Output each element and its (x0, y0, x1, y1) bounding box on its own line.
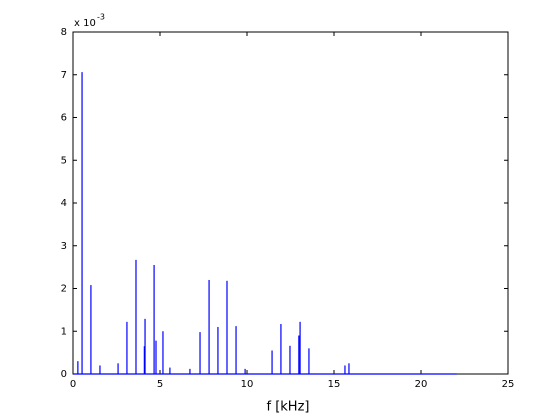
plot-frame (72, 31, 509, 375)
y-tick-label: 0 (61, 369, 67, 380)
y-exponent: -3 (97, 13, 105, 22)
x-tick-label: 0 (70, 379, 76, 390)
y-tick-label: 1 (61, 326, 67, 337)
y-tick-label: 4 (61, 198, 67, 209)
y-tick-label: 8 (61, 27, 67, 38)
y-multiplier: x 10 (74, 18, 96, 29)
x-tick-label: 15 (328, 379, 341, 390)
x-tick-label: 25 (502, 379, 515, 390)
x-tick-label: 5 (157, 379, 163, 390)
y-tick-label: 5 (61, 155, 67, 166)
x-tick-label: 10 (241, 379, 254, 390)
y-tick-label: 7 (61, 70, 67, 81)
y-tick-label: 6 (61, 113, 67, 124)
y-tick-label: 2 (61, 284, 67, 295)
x-axis-label: f [kHz] (267, 400, 310, 415)
y-tick-label: 3 (61, 241, 67, 252)
x-tick-label: 20 (415, 379, 428, 390)
